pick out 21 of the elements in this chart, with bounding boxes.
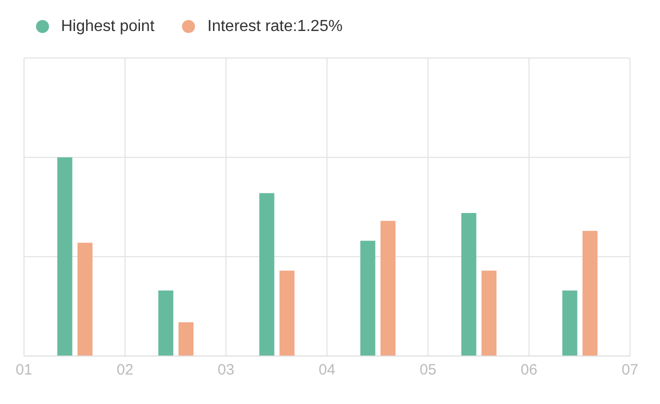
x-tick-label: 02 [116,362,134,379]
bar [280,270,294,356]
bar [57,157,72,356]
bar [482,270,496,356]
x-tick-label: 07 [622,362,638,379]
bar [178,322,194,356]
x-tick-label: 03 [218,362,234,379]
x-tick-label: 05 [420,362,436,379]
bar [259,193,274,356]
bar [582,230,598,356]
legend-label: Highest point [61,18,154,35]
bar [158,290,174,356]
x-tick-label: 04 [318,362,336,379]
bar [78,242,92,356]
x-tick-label: 01 [16,362,32,379]
legend-label: Interest rate:1.25% [207,18,343,35]
bar [380,220,396,356]
x-tick-label: 06 [520,362,538,379]
bar [562,290,578,356]
bar [360,240,376,356]
bar [461,212,476,356]
